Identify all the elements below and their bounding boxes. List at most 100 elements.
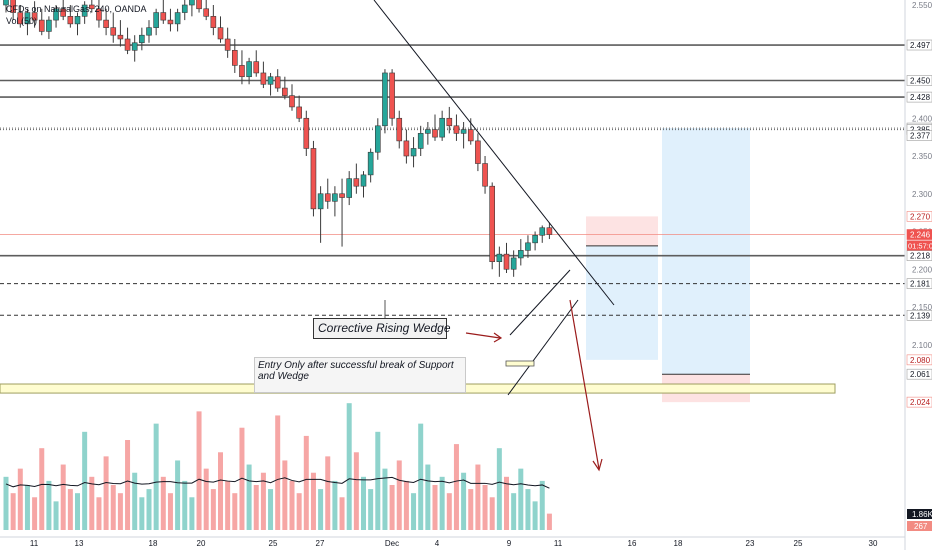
candle-body [460,129,467,134]
volume-label-box [907,521,932,531]
volume-bar [425,464,431,530]
volume-bar [489,497,495,530]
time-tick: 25 [794,539,803,548]
volume-bar [475,464,481,530]
zones-layer [0,128,836,403]
volume-bar [275,415,281,530]
candle-body [396,117,403,142]
volume-bar [132,472,138,530]
volume-bar [418,423,424,530]
volume-bar [461,472,467,530]
price-label: 2.024 [910,398,931,407]
candle-body [89,4,95,10]
candles-layer [3,0,553,277]
entry-note[interactable]: Entry Only after successful break of Sup… [254,357,466,393]
candle-body [489,185,496,262]
price-label: 2.246 [910,231,931,240]
target-profit-2 [662,128,750,375]
price-label-box [906,39,932,51]
candle-body [289,95,295,108]
target-profit-1 [586,245,658,360]
candle-body [167,19,174,25]
candle-body [10,0,16,13]
volume-bar [117,493,123,530]
price-label-box [906,130,932,141]
volume-bar [239,427,245,530]
candle-body [274,76,281,89]
volume-bar [432,485,438,530]
candle-body [189,0,195,6]
volume-bar [32,497,38,530]
volume-bar [110,485,116,530]
volume-bar [296,493,302,530]
candle-body [296,106,302,119]
downtrend-line [373,0,615,306]
candle-body [81,4,88,17]
candle-body [324,193,331,202]
candle-body [131,42,138,51]
candle-body [103,19,109,28]
volume-bar [146,489,152,530]
wedge-label[interactable]: Corrective Rising Wedge [313,318,451,339]
volume-bar [46,480,52,530]
price-label-box [906,75,932,86]
price-label-box [906,278,932,289]
price-label: 2.061 [910,370,931,379]
pointer-arrow-shaft [465,332,501,339]
volume-bar [103,456,109,530]
candle-body [267,76,274,85]
price-tick: 2.400 [912,114,932,123]
price-label: 2.218 [910,252,931,261]
price-label: 2.270 [910,212,931,221]
wedge-lower-line [507,299,579,396]
drawings-layer [373,0,615,472]
volume-bar [60,464,66,530]
volume-bar [439,476,445,530]
candle-body [38,19,45,32]
volume-bar [339,497,345,530]
candle-body [246,61,252,78]
candle-body [174,12,181,25]
candle-body [353,178,360,187]
candle-body [332,193,338,202]
price-label: 2.080 [910,356,931,365]
time-tick: 20 [197,539,206,548]
volume-bar [3,476,9,530]
candle-body [3,0,9,6]
volume-bar [525,489,531,530]
candle-body [124,38,131,51]
time-tick: 11 [554,539,563,548]
volume-bar [39,448,45,530]
volume-bar [361,476,366,530]
price-axis[interactable]: 2.1002.1502.2002.2502.3002.3502.4002.450… [906,0,932,550]
time-tick: 9 [507,539,512,548]
volume-bar [532,501,538,530]
time-axis[interactable]: 11 13 18 20 25 27 Dec 4 9 11 16 18 23 25 30 [30,539,878,548]
candle-body [439,117,445,138]
candle-body [510,257,517,270]
time-tick: 4 [435,539,440,548]
plot-background [0,0,905,537]
price-label: 2.450 [910,77,931,86]
candle-body [432,129,438,138]
price-tick: 2.150 [912,303,932,312]
price-label-box [906,354,932,366]
volume-bar [482,485,488,530]
volume-bar [210,489,216,530]
time-tick: 30 [869,539,878,548]
candle-body [224,38,231,51]
volume-bar [232,493,238,530]
volume-bar [518,468,524,530]
volume-bar [389,485,395,530]
volume-bar [24,485,30,530]
volume-bar [125,440,131,530]
volume-bar [318,489,324,530]
time-tick: Dec [385,539,399,548]
candle-body [339,193,345,198]
time-tick: 18 [149,539,158,548]
volume-bar [496,448,502,530]
candle-body [417,133,424,149]
wedge-base-box [505,360,535,367]
candle-body [196,0,202,10]
